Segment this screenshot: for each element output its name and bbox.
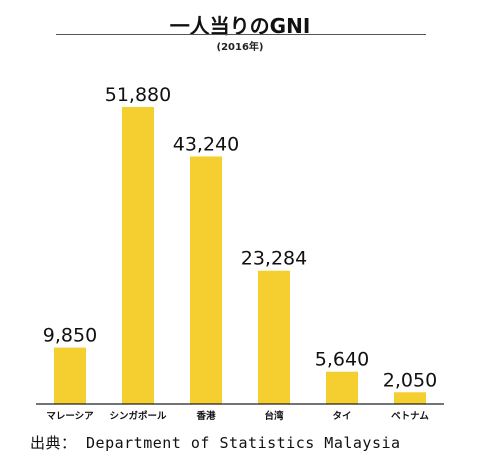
value-label-1: 51,880 — [105, 84, 171, 106]
category-label-1: シンガポール — [109, 410, 167, 422]
bar-0 — [54, 347, 86, 404]
value-label-3: 23,284 — [241, 248, 307, 270]
category-labels-group: マレーシア シンガポール 香港 台湾 タイ ベトナム — [46, 410, 429, 422]
value-label-2: 43,240 — [173, 133, 239, 155]
bar-2 — [190, 156, 222, 404]
title-underline — [56, 34, 426, 35]
source-note: 出典： Department of Statistics Malaysia — [30, 434, 401, 452]
category-label-3: 台湾 — [264, 410, 284, 422]
category-label-5: ベトナム — [391, 411, 429, 422]
category-label-2: 香港 — [195, 410, 216, 422]
bar-4 — [326, 371, 358, 404]
bar-1 — [122, 107, 154, 404]
bar-5 — [394, 392, 426, 404]
bars-group — [54, 107, 426, 404]
value-labels-group: 9,850 51,880 43,240 23,284 5,640 2,050 — [43, 84, 437, 391]
value-label-4: 5,640 — [315, 349, 369, 371]
chart-subtitle: (2016年) — [216, 42, 264, 53]
value-label-0: 9,850 — [43, 325, 97, 347]
value-label-5: 2,050 — [383, 369, 437, 391]
category-label-4: タイ — [332, 410, 351, 422]
bar-3 — [258, 270, 290, 404]
category-label-0: マレーシア — [46, 411, 94, 422]
